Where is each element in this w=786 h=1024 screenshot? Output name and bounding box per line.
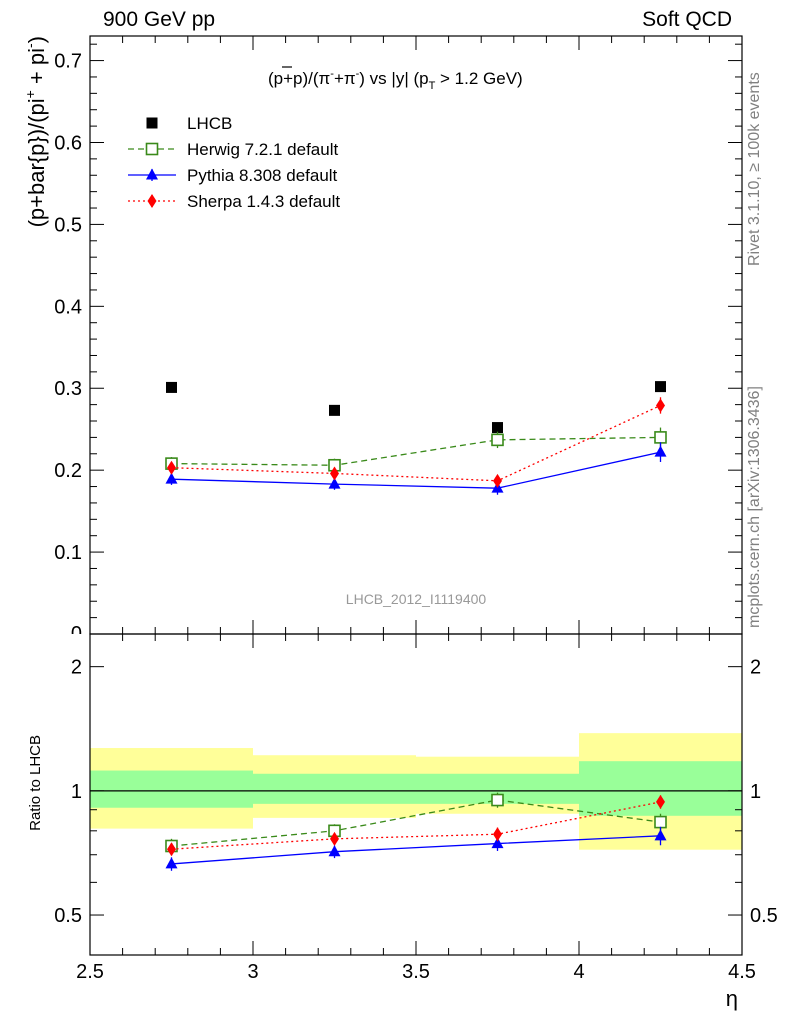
- main-y-tick-label: 0.7: [54, 51, 82, 73]
- main-point-sherpa: [493, 473, 502, 488]
- ratio-point-sherpa: [330, 831, 339, 846]
- x-tick-label: 3.5: [402, 961, 430, 983]
- ratio-y-tick-label-right: 1: [750, 781, 761, 803]
- main-point-sherpa: [167, 460, 176, 475]
- ratio-y-tick-label-left: 1: [71, 781, 82, 803]
- main-point-pythia: [165, 472, 178, 484]
- legend-marker-sherpa: [147, 194, 157, 208]
- legend-label-sherpa: Sherpa 1.4.3 default: [187, 192, 340, 211]
- main-point-herwig: [654, 431, 667, 444]
- main-y-tick-label: 0.3: [54, 378, 82, 400]
- main-point-data: [492, 422, 503, 434]
- legend-marker-data: [146, 117, 158, 129]
- x-tick-label: 2.5: [76, 961, 104, 983]
- main-point-sherpa: [656, 398, 665, 413]
- title-part: ) vs |y| (p: [359, 69, 428, 88]
- ratio-line-sherpa: [171, 801, 661, 850]
- x-axis-label: η: [726, 986, 738, 1011]
- ratio-line-pythia: [171, 835, 661, 865]
- ratio-y-tick-label-right: 0.5: [750, 905, 778, 927]
- ratio-point-pythia: [328, 845, 341, 857]
- main-y-tick-label: 0.6: [54, 132, 82, 154]
- ratio-y-tick-label-left: 0.5: [54, 905, 82, 927]
- header-right: Soft QCD: [642, 8, 732, 31]
- main-line-herwig: [171, 436, 661, 466]
- main-point-data: [655, 381, 666, 393]
- main-line-sherpa: [171, 404, 661, 482]
- ratio-y-tick-label-left: 2: [71, 657, 82, 679]
- legend-label-pythia: Pythia 8.308 default: [187, 166, 338, 185]
- ratio-point-pythia: [491, 837, 504, 849]
- main-y-tick-label: 0.1: [54, 542, 82, 564]
- ratio-point-sherpa: [493, 827, 502, 842]
- main-point-sherpa: [330, 466, 339, 481]
- ratio-point-sherpa: [167, 842, 176, 857]
- ylabel-sup: +: [22, 90, 38, 98]
- legend-label-data: LHCB: [187, 114, 232, 133]
- title-part: > 1.2 GeV): [435, 69, 522, 88]
- x-tick-label: 3: [247, 961, 258, 983]
- main-point-pythia: [654, 445, 667, 457]
- ratio-point-herwig: [491, 793, 504, 807]
- main-point-data: [166, 381, 177, 393]
- ratio-point-pythia: [165, 857, 178, 869]
- plot-title: (p+p)/(π-+π-) vs |y| (pT > 1.2 GeV): [268, 68, 523, 92]
- main-y-tick-label: 0.2: [54, 460, 82, 482]
- watermark: LHCB_2012_I1119400: [346, 591, 487, 607]
- zero-label-mask: [40, 634, 89, 644]
- ylabel-part: + pi: [24, 48, 49, 90]
- main-point-herwig: [491, 433, 504, 447]
- main-point-data: [329, 404, 340, 416]
- main-y-axis-label: (p+bar{p})/(pi+ + pi-): [22, 36, 49, 227]
- ratio-band-inner: [90, 770, 253, 808]
- header-left: 900 GeV pp: [103, 8, 216, 31]
- ratio-point-sherpa: [656, 794, 665, 809]
- title-part: +π: [334, 69, 356, 88]
- x-tick-label: 4.5: [728, 961, 756, 983]
- title-part: (p+p)/(π: [268, 69, 330, 88]
- ratio-band-inner: [253, 773, 416, 804]
- ratio-point-herwig: [654, 815, 667, 829]
- ratio-y-axis-label: Ratio to LHCB: [27, 735, 44, 831]
- main-y-tick-label: 0.5: [54, 214, 82, 236]
- main-point-pythia: [328, 477, 341, 489]
- ratio-point-pythia: [654, 829, 667, 841]
- ratio-y-tick-label-right: 2: [750, 657, 761, 679]
- ylabel-part: (p+bar{p})/(pi: [24, 98, 49, 227]
- title-sup: -: [330, 68, 334, 80]
- main-line-pythia: [171, 451, 661, 489]
- legend-marker-pythia: [146, 168, 158, 180]
- title-sub: T: [429, 80, 436, 92]
- ylabel-part: ): [24, 36, 49, 43]
- main-y-tick-label: 0.4: [54, 296, 82, 318]
- title-sup: -: [356, 68, 360, 80]
- ratio-line-herwig: [171, 799, 661, 847]
- x-tick-label: 4: [573, 961, 584, 983]
- legend-label-herwig: Herwig 7.2.1 default: [187, 140, 338, 159]
- ylabel-sup: -: [22, 43, 38, 48]
- legend-marker-herwig: [145, 142, 159, 156]
